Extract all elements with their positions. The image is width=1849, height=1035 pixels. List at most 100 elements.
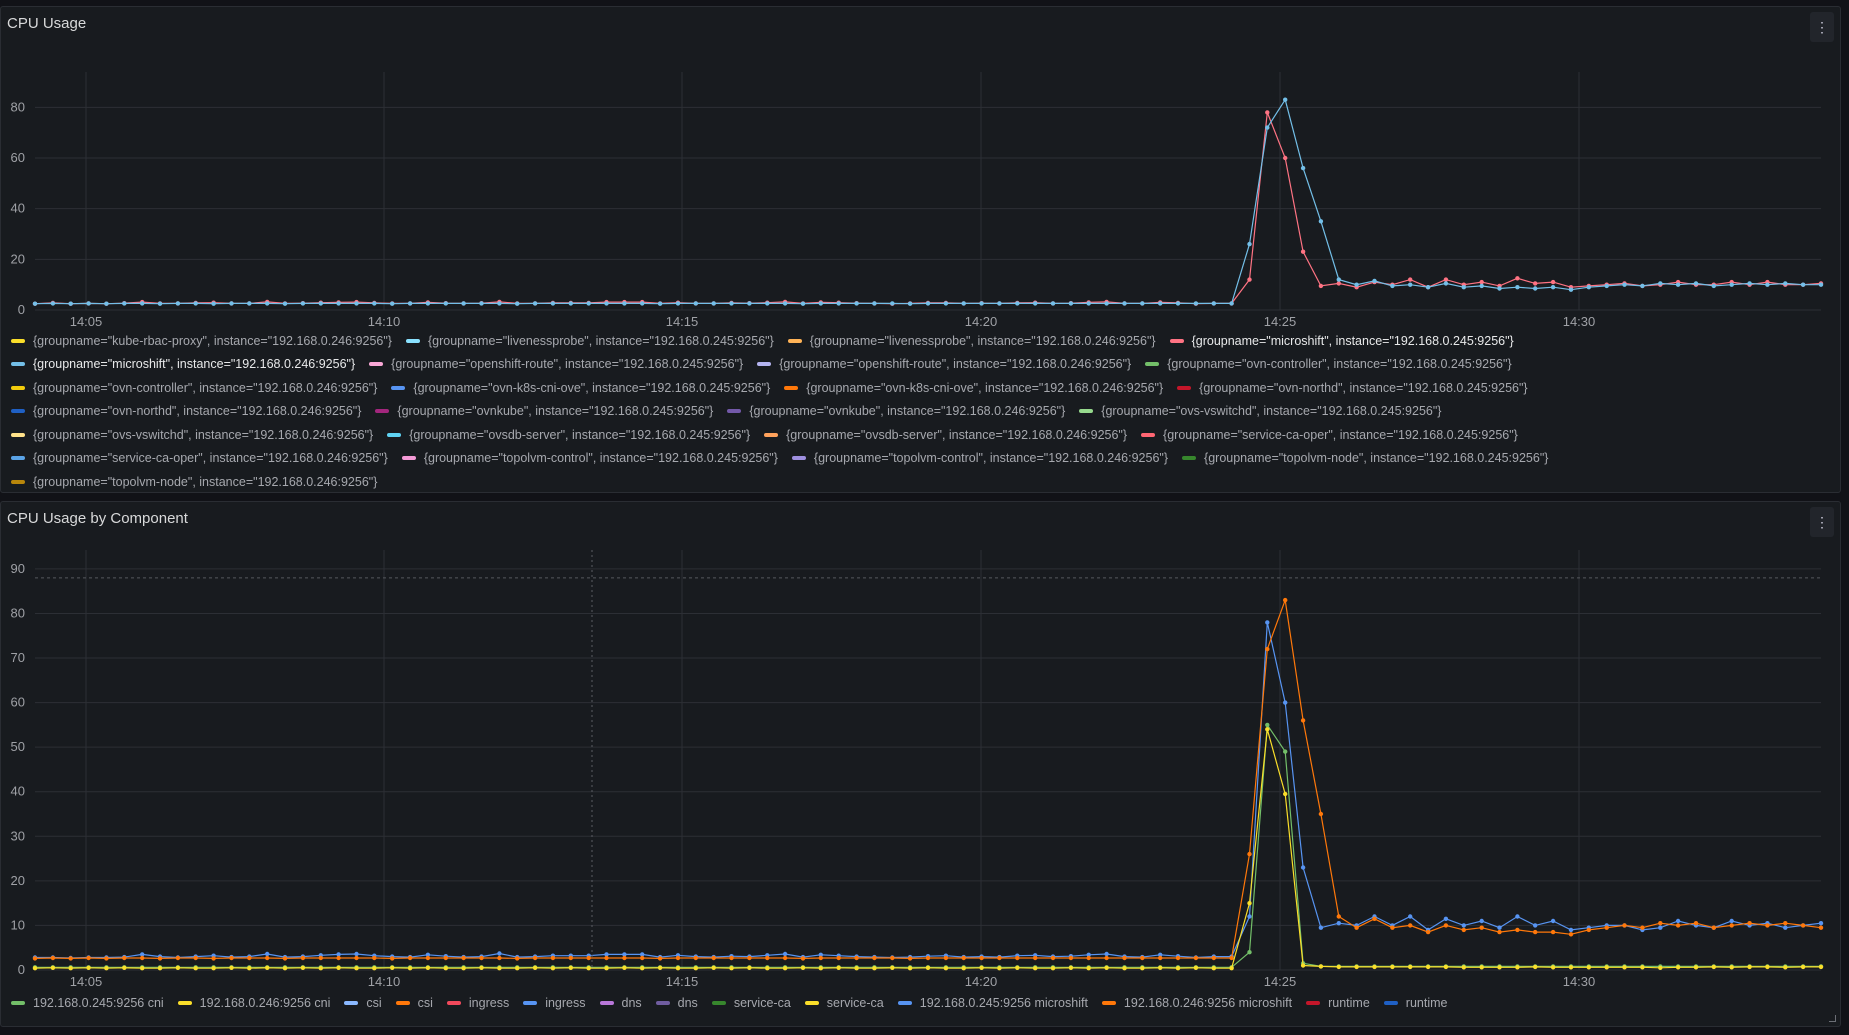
legend-item[interactable]: {groupname="topolvm-node", instance="192… [11, 475, 377, 489]
data-point [1229, 301, 1234, 306]
data-point [1318, 964, 1324, 969]
legend-item[interactable]: {groupname="ovsdb-server", instance="192… [387, 428, 750, 442]
legend-item[interactable]: {groupname="topolvm-control", instance="… [401, 451, 778, 465]
kebab-menu-icon[interactable]: ⋮ [1810, 507, 1834, 537]
data-point [1783, 281, 1788, 286]
data-point [211, 966, 216, 971]
legend-item[interactable]: 192.168.0.246:9256 microshift [1101, 996, 1292, 1010]
legend-item[interactable]: {groupname="openshift-route", instance="… [757, 357, 1131, 371]
legend-item[interactable]: {groupname="ovn-northd", instance="192.1… [11, 404, 361, 418]
legend-item[interactable]: ingress [446, 996, 509, 1010]
legend-item[interactable]: {groupname="kube-rbac-proxy", instance="… [11, 334, 392, 348]
data-point [782, 966, 788, 971]
data-point [1104, 955, 1109, 961]
data-point [1622, 923, 1627, 928]
legend-item[interactable]: {groupname="service-ca-oper", instance="… [11, 451, 388, 465]
data-point [1247, 914, 1252, 919]
data-point [229, 301, 234, 306]
legend-item[interactable]: service-ca [711, 996, 791, 1010]
legend-item[interactable]: runtime [1383, 996, 1447, 1010]
data-point [604, 966, 609, 971]
data-point [1533, 964, 1538, 970]
legend-swatch [1306, 1001, 1321, 1005]
data-point [925, 955, 931, 961]
resize-handle[interactable] [1829, 1015, 1836, 1022]
legend-label: csi [366, 996, 382, 1010]
legend-item[interactable]: runtime [1306, 996, 1370, 1010]
data-point [282, 301, 288, 306]
legend-item[interactable]: dns [655, 996, 698, 1010]
data-point [50, 301, 56, 306]
data-point [1175, 301, 1181, 306]
data-point [515, 301, 520, 306]
data-point [193, 966, 198, 971]
data-point [497, 966, 502, 971]
data-point [1408, 277, 1413, 282]
cpu-usage-by-component-chart[interactable]: 0 10 20 30 40 50 60 70 80 90 14:05 14:10 14:15 14:20 1… [1, 502, 1842, 1002]
legend-item[interactable]: {groupname="ovsdb-server", instance="192… [764, 428, 1127, 442]
data-point [1265, 722, 1270, 728]
data-point [1408, 964, 1413, 970]
legend-item[interactable]: {groupname="ovnkube", instance="192.168.… [727, 404, 1065, 418]
legend-swatch [897, 1001, 912, 1005]
data-point [1515, 914, 1520, 919]
data-point [86, 301, 91, 306]
cpu-usage-chart[interactable]: 0 20 40 60 80 14:05 14:10 14:15 14:20 14:25 14:30 [1, 7, 1842, 337]
data-point [1015, 955, 1020, 961]
data-point [1711, 283, 1717, 289]
data-point [711, 301, 716, 306]
legend-item[interactable]: {groupname="openshift-route", instance="… [369, 357, 743, 371]
data-point [1372, 278, 1377, 284]
data-point [461, 301, 466, 306]
data-point [1300, 718, 1306, 723]
legend-item[interactable]: {groupname="ovs-vswitchd", instance="192… [1079, 404, 1441, 418]
legend-item[interactable]: 192.168.0.245:9256 cni [11, 996, 164, 1010]
data-point [979, 965, 984, 970]
legend-item[interactable]: {groupname="ovnkube", instance="192.168.… [375, 404, 713, 418]
data-point [1390, 964, 1395, 970]
legend-item[interactable]: {groupname="livenessprobe", instance="19… [405, 334, 774, 348]
legend-item[interactable]: {groupname="ovn-k8s-cni-ove", instance="… [391, 381, 770, 395]
data-point [425, 955, 431, 961]
legend-label: dns [677, 996, 698, 1010]
legend-item[interactable]: {groupname="ovn-northd", instance="192.1… [1177, 381, 1528, 395]
legend-item[interactable]: {groupname="microshift", instance="192.1… [11, 357, 355, 371]
data-point [1479, 279, 1484, 285]
legend-swatch [784, 385, 799, 390]
data-point [1604, 965, 1609, 970]
legend-item[interactable]: {groupname="microshift", instance="192.1… [1169, 334, 1514, 348]
data-point [1318, 219, 1324, 224]
legend-item[interactable]: dns [599, 996, 642, 1010]
data-point [729, 955, 734, 961]
legend-item[interactable]: 192.168.0.246:9256 cni [177, 996, 330, 1010]
legend-item[interactable]: service-ca [804, 996, 884, 1010]
data-point [1515, 965, 1520, 970]
data-point [1640, 965, 1645, 970]
legend-item[interactable]: {groupname="topolvm-control", instance="… [791, 451, 1168, 465]
data-point [282, 956, 288, 961]
legend-label: {groupname="ovn-k8s-cni-ove", instance="… [413, 380, 771, 395]
legend-item[interactable]: csi [395, 996, 433, 1010]
legend-item[interactable]: {groupname="topolvm-node", instance="192… [1182, 451, 1548, 465]
data-point [1336, 277, 1342, 282]
legend-item[interactable]: {groupname="ovn-k8s-cni-ove", instance="… [784, 381, 1163, 395]
legend-item[interactable]: {groupname="service-ca-oper", instance="… [1141, 428, 1518, 442]
legend-item[interactable]: {groupname="ovs-vswitchd", instance="192… [11, 428, 373, 442]
legend-item[interactable]: {groupname="ovn-controller", instance="1… [11, 381, 377, 395]
legend-item[interactable]: 192.168.0.245:9256 microshift [897, 996, 1088, 1010]
data-point [104, 301, 109, 306]
legend-item[interactable]: {groupname="livenessprobe", instance="19… [787, 334, 1156, 348]
legend-item[interactable]: csi [344, 996, 382, 1010]
kebab-menu-icon[interactable]: ⋮ [1810, 12, 1834, 42]
legend-item[interactable]: {groupname="ovn-controller", instance="1… [1145, 357, 1512, 371]
data-point [872, 966, 877, 971]
data-point [1015, 965, 1020, 970]
legend-item[interactable]: ingress [523, 996, 586, 1010]
data-point [640, 955, 645, 961]
data-point [1640, 283, 1645, 289]
data-point [1140, 966, 1145, 971]
data-point [961, 301, 966, 306]
data-point [461, 966, 466, 971]
data-point [1604, 283, 1609, 289]
data-point [1104, 965, 1109, 970]
